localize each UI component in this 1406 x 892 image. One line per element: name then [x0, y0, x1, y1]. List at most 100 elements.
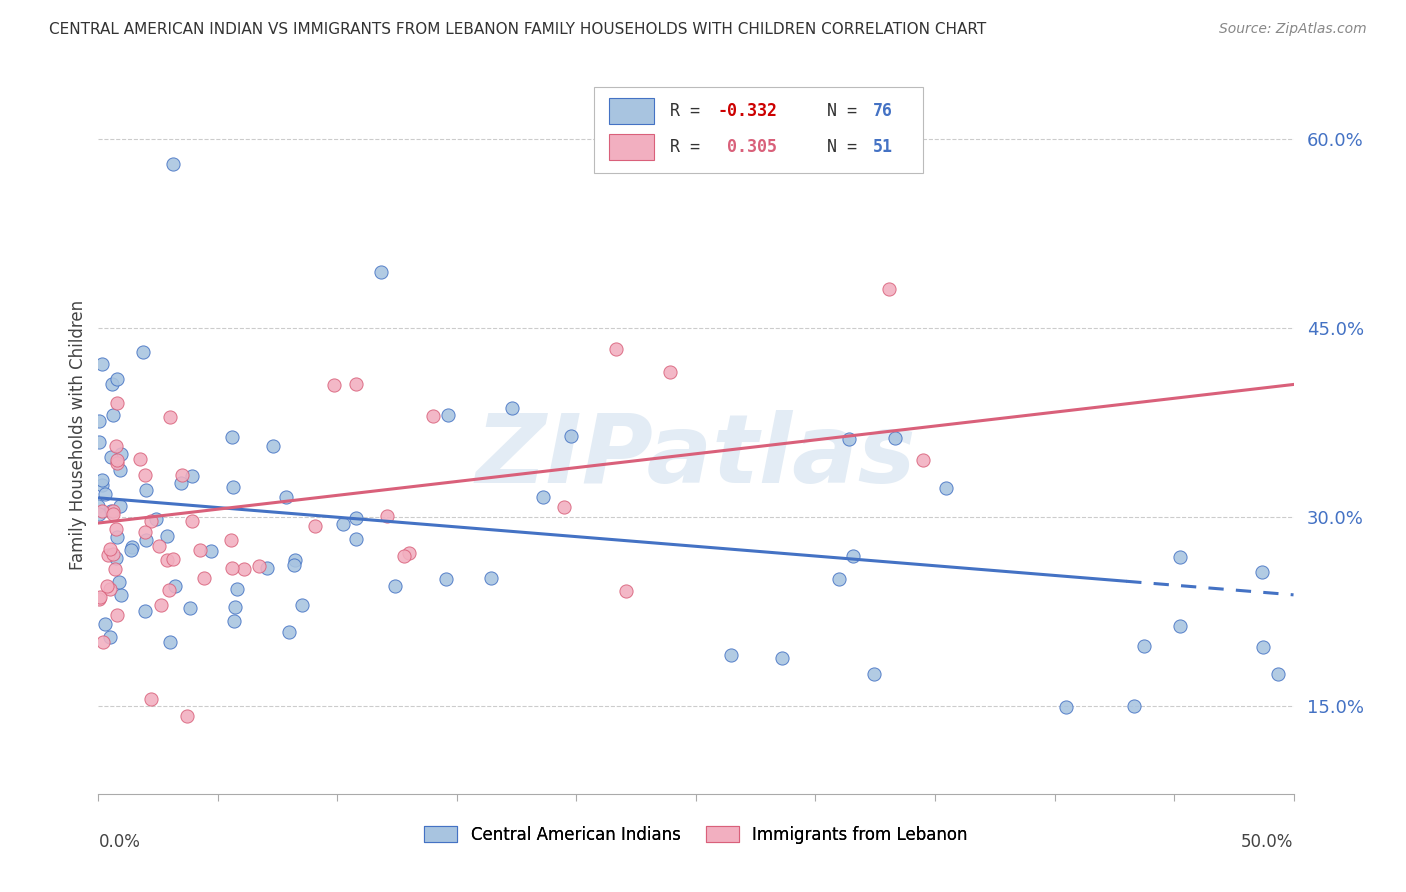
- Point: [879, 281, 901, 295]
- Point: [1170, 550, 1192, 565]
- Point: [157, 583, 180, 598]
- Text: ZIPatlas: ZIPatlas: [475, 410, 917, 503]
- Point: [87, 508, 110, 522]
- Point: [422, 409, 444, 424]
- Point: [100, 450, 122, 464]
- Point: [1123, 699, 1146, 714]
- Point: [188, 543, 211, 558]
- Point: [256, 561, 278, 575]
- Text: Source: ZipAtlas.com: Source: ZipAtlas.com: [1219, 22, 1367, 37]
- Point: [139, 692, 162, 706]
- Text: N =: N =: [807, 102, 868, 120]
- Point: [720, 648, 742, 662]
- Point: [247, 559, 270, 574]
- Point: [134, 524, 156, 539]
- Point: [134, 467, 156, 482]
- Point: [121, 541, 143, 555]
- Point: [200, 544, 222, 558]
- Point: [224, 614, 246, 628]
- Point: [105, 530, 128, 544]
- Point: [838, 433, 860, 447]
- Point: [531, 490, 554, 504]
- Point: [344, 376, 367, 391]
- Point: [323, 378, 346, 392]
- Point: [105, 550, 128, 565]
- Point: [179, 601, 201, 615]
- Point: [89, 435, 111, 450]
- Text: 51: 51: [873, 138, 893, 156]
- Point: [105, 607, 128, 622]
- Point: [262, 439, 284, 453]
- Legend: Central American Indians, Immigrants from Lebanon: Central American Indians, Immigrants fro…: [418, 819, 974, 850]
- Point: [110, 463, 132, 477]
- Point: [226, 582, 249, 596]
- Point: [159, 635, 181, 649]
- Text: -0.332: -0.332: [717, 102, 778, 120]
- Point: [93, 635, 115, 649]
- Point: [219, 533, 242, 547]
- Point: [1267, 667, 1289, 681]
- Point: [163, 579, 186, 593]
- Point: [162, 552, 184, 566]
- Point: [176, 708, 198, 723]
- Point: [274, 490, 297, 504]
- Point: [605, 342, 627, 356]
- Point: [96, 579, 118, 593]
- Point: [222, 479, 245, 493]
- Point: [103, 547, 125, 561]
- Point: [145, 512, 167, 526]
- Point: [90, 503, 112, 517]
- Point: [375, 508, 398, 523]
- Point: [100, 376, 122, 391]
- Point: [91, 357, 114, 371]
- Point: [1168, 619, 1191, 633]
- Point: [370, 265, 392, 279]
- Text: 50.0%: 50.0%: [1241, 833, 1294, 851]
- Point: [91, 478, 114, 492]
- Text: CENTRAL AMERICAN INDIAN VS IMMIGRANTS FROM LEBANON FAMILY HOUSEHOLDS WITH CHILDR: CENTRAL AMERICAN INDIAN VS IMMIGRANTS FR…: [49, 22, 987, 37]
- Point: [100, 503, 122, 517]
- Point: [170, 476, 193, 491]
- Point: [134, 604, 156, 618]
- Point: [560, 428, 582, 442]
- Point: [128, 451, 150, 466]
- Point: [105, 439, 128, 453]
- Point: [1056, 700, 1078, 714]
- Point: [221, 430, 243, 444]
- Point: [107, 575, 129, 590]
- Point: [170, 467, 193, 482]
- Text: R =: R =: [669, 138, 710, 156]
- Point: [659, 365, 682, 379]
- Point: [93, 487, 115, 501]
- Point: [434, 572, 457, 586]
- Point: [148, 539, 170, 553]
- Point: [332, 517, 354, 532]
- Text: N =: N =: [807, 138, 868, 156]
- Point: [101, 504, 124, 518]
- Point: [120, 542, 142, 557]
- Point: [553, 500, 575, 515]
- Point: [232, 562, 254, 576]
- Point: [105, 453, 128, 467]
- Point: [479, 571, 502, 585]
- Point: [101, 408, 124, 422]
- Point: [278, 624, 301, 639]
- Y-axis label: Family Households with Children: Family Households with Children: [69, 300, 87, 570]
- FancyBboxPatch shape: [595, 87, 922, 173]
- Point: [135, 533, 157, 547]
- Point: [89, 592, 111, 607]
- Point: [110, 588, 132, 602]
- Point: [108, 500, 131, 514]
- Point: [103, 507, 125, 521]
- Point: [842, 549, 865, 564]
- Point: [156, 553, 179, 567]
- Point: [501, 401, 523, 416]
- Point: [221, 560, 243, 574]
- Point: [180, 515, 202, 529]
- Point: [98, 582, 121, 596]
- Point: [105, 456, 128, 470]
- Text: 76: 76: [873, 102, 893, 120]
- Point: [110, 447, 132, 461]
- Point: [193, 571, 215, 585]
- Point: [156, 529, 179, 543]
